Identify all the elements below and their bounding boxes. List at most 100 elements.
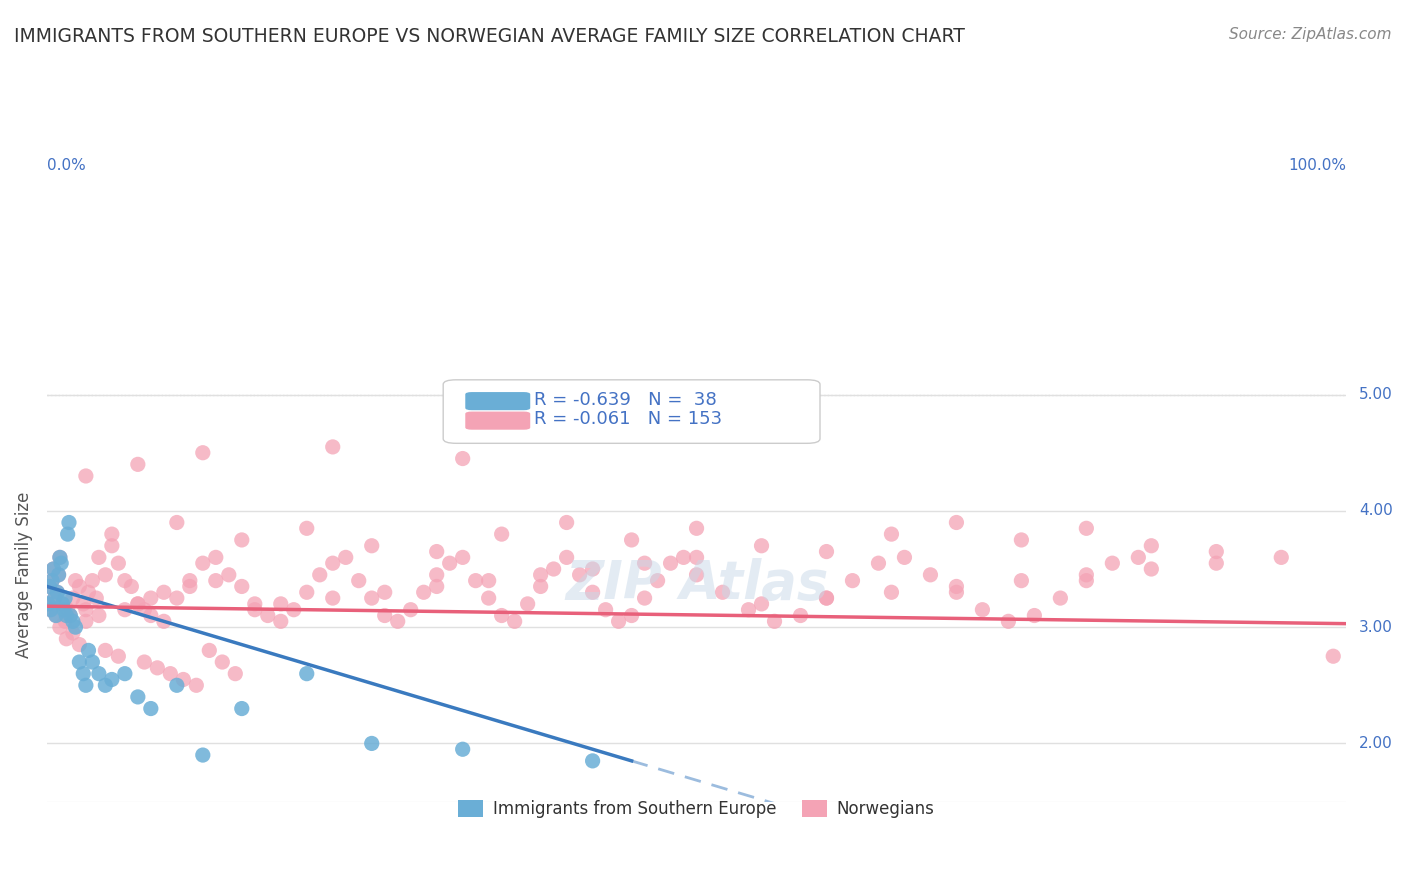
Point	[42, 562, 65, 576]
Point	[633, 591, 655, 605]
Point	[191, 747, 214, 762]
Point	[1076, 521, 1098, 535]
Point	[67, 579, 90, 593]
Point	[107, 556, 129, 570]
Point	[101, 673, 124, 687]
Point	[179, 574, 201, 588]
Point	[374, 608, 396, 623]
Point	[231, 701, 253, 715]
Point	[737, 603, 759, 617]
Point	[198, 643, 221, 657]
Point	[815, 591, 838, 605]
Text: IMMIGRANTS FROM SOUTHERN EUROPE VS NORWEGIAN AVERAGE FAMILY SIZE CORRELATION CHA: IMMIGRANTS FROM SOUTHERN EUROPE VS NORWE…	[14, 27, 965, 45]
Point	[399, 603, 422, 617]
Point	[114, 603, 136, 617]
Point	[1205, 544, 1227, 558]
Point	[62, 615, 84, 629]
Point	[58, 516, 80, 530]
Point	[101, 527, 124, 541]
Point	[46, 585, 69, 599]
Point	[295, 521, 318, 535]
Point	[51, 556, 73, 570]
Point	[41, 574, 63, 588]
Point	[815, 544, 838, 558]
Point	[1205, 556, 1227, 570]
Point	[685, 567, 707, 582]
Point	[94, 643, 117, 657]
Point	[335, 550, 357, 565]
Point	[945, 579, 967, 593]
Point	[347, 574, 370, 588]
FancyBboxPatch shape	[465, 411, 530, 430]
Point	[387, 615, 409, 629]
Point	[270, 597, 292, 611]
Point	[751, 539, 773, 553]
Point	[841, 574, 863, 588]
Point	[1076, 567, 1098, 582]
Point	[1140, 562, 1163, 576]
Point	[283, 603, 305, 617]
Point	[146, 661, 169, 675]
Point	[62, 626, 84, 640]
Point	[211, 655, 233, 669]
Point	[997, 615, 1019, 629]
Point	[243, 597, 266, 611]
Point	[880, 585, 903, 599]
Point	[87, 550, 110, 565]
Point	[166, 678, 188, 692]
Point	[55, 608, 77, 623]
Point	[360, 736, 382, 750]
Point	[555, 516, 578, 530]
Point	[231, 533, 253, 547]
Text: R = -0.061   N = 153: R = -0.061 N = 153	[534, 410, 723, 428]
FancyBboxPatch shape	[443, 380, 820, 443]
Point	[439, 556, 461, 570]
Point	[120, 579, 142, 593]
Point	[360, 539, 382, 553]
Point	[451, 550, 474, 565]
Point	[179, 579, 201, 593]
Point	[464, 574, 486, 588]
Point	[270, 615, 292, 629]
Point	[62, 591, 84, 605]
Point	[94, 678, 117, 692]
Point	[256, 608, 278, 623]
Point	[42, 562, 65, 576]
Point	[204, 550, 226, 565]
Point	[77, 643, 100, 657]
Point	[620, 533, 643, 547]
Point	[87, 666, 110, 681]
Point	[49, 550, 72, 565]
Text: R = -0.639   N =  38: R = -0.639 N = 38	[534, 391, 717, 409]
Point	[166, 516, 188, 530]
Point	[46, 585, 69, 599]
Point	[478, 574, 501, 588]
Point	[218, 567, 240, 582]
Point	[72, 597, 94, 611]
Point	[1024, 608, 1046, 623]
Point	[65, 574, 87, 588]
Point	[360, 591, 382, 605]
Point	[49, 550, 72, 565]
Point	[127, 597, 149, 611]
Point	[56, 603, 79, 617]
Point	[191, 446, 214, 460]
Point	[945, 585, 967, 599]
Point	[139, 608, 162, 623]
Point	[243, 603, 266, 617]
Point	[374, 585, 396, 599]
Point	[412, 585, 434, 599]
Point	[530, 567, 553, 582]
Point	[815, 591, 838, 605]
Point	[127, 690, 149, 704]
Point	[45, 608, 67, 623]
Point	[72, 666, 94, 681]
Point	[647, 574, 669, 588]
Text: 3.00: 3.00	[1360, 620, 1393, 634]
Point	[204, 574, 226, 588]
Point	[82, 655, 104, 669]
Point	[191, 556, 214, 570]
Point	[1140, 539, 1163, 553]
Point	[1128, 550, 1150, 565]
Point	[581, 754, 603, 768]
